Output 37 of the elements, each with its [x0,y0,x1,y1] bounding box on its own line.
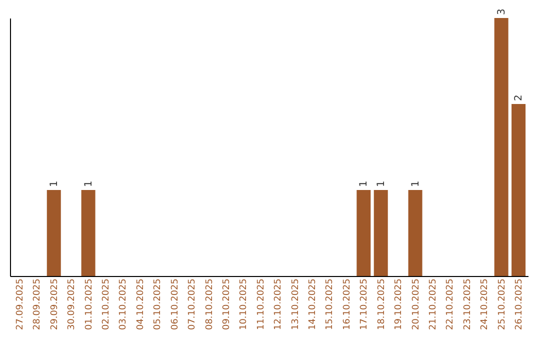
x-tick-label: 14.10.2025 [308,278,318,330]
x-tick-label: 20.10.2025 [411,278,422,330]
data-label: 1 [48,180,60,187]
data-label: 1 [83,180,94,187]
x-tick-label: 12.10.2025 [274,278,284,330]
x-tick-label: 24.10.2025 [480,278,490,330]
data-label: 1 [358,180,370,187]
x-tick-label: 09.10.2025 [222,278,232,330]
x-tick-label: 27.09.2025 [15,278,26,330]
x-tick-label: 02.10.2025 [102,278,112,330]
x-tick-label: 23.10.2025 [462,278,473,330]
x-tick-label: 15.10.2025 [325,278,336,330]
x-tick-label: 17.10.2025 [360,278,370,330]
x-tick-label: 05.10.2025 [153,278,164,330]
x-tick-label: 22.10.2025 [446,278,456,330]
x-tick-label: 29.09.2025 [50,278,60,330]
data-label: 2 [514,94,525,101]
data-label: 1 [376,180,387,187]
x-tick-label: 11.10.2025 [256,278,266,330]
x-tick-label: 18.10.2025 [376,278,387,330]
x-tick-label: 26.10.2025 [514,278,525,330]
x-tick-label: 30.09.2025 [67,278,78,330]
x-tick-label: 13.10.2025 [290,278,301,330]
x-tick-label: 28.09.2025 [32,278,43,330]
data-label: 3 [496,8,508,15]
x-tick-label: 06.10.2025 [170,278,180,330]
x-tick-label: 16.10.2025 [342,278,352,330]
x-tick-label: 21.10.2025 [428,278,438,330]
x-tick-label: 08.10.2025 [204,278,215,330]
x-tick-label: 19.10.2025 [394,278,404,330]
x-tick-label: 25.10.2025 [497,278,508,330]
x-tick-label: 03.10.2025 [118,278,129,330]
x-tick-label: 10.10.2025 [239,278,250,330]
data-label: 1 [410,180,422,187]
x-tick-label: 01.10.2025 [84,278,94,330]
x-tick-label: 04.10.2025 [136,278,146,330]
x-tick-label: 07.10.2025 [188,278,198,330]
